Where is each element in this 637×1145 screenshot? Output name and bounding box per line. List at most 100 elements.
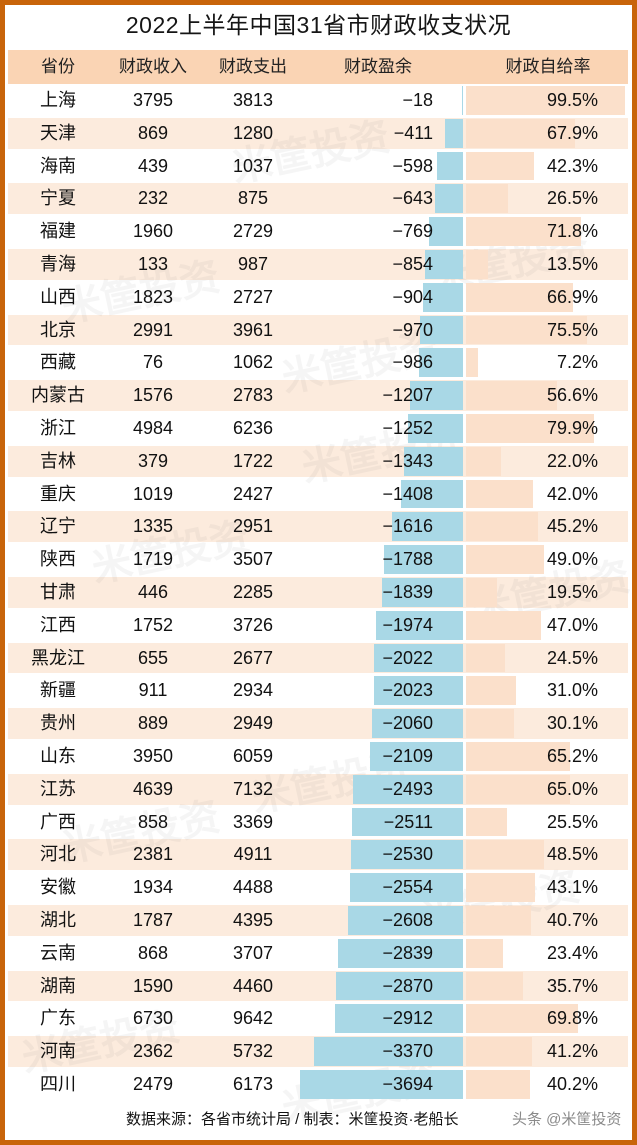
expense-cell: 3507	[232, 549, 274, 570]
table-row: 江苏 4639 7132 −2493 65.0%	[8, 773, 628, 806]
self-sufficiency-bar	[466, 381, 557, 410]
surplus-bar	[373, 676, 463, 706]
table-row: 上海 3795 3813 −18 99.5%	[8, 84, 628, 117]
income-cell: 2479	[132, 1073, 174, 1094]
expense-cell: 5732	[232, 1041, 274, 1062]
table-row: 江西 1752 3726 −1974 47.0%	[8, 609, 628, 642]
table-row: 广东 6730 9642 −2912 69.8%	[8, 1002, 628, 1035]
province-cell: 安徽	[40, 877, 76, 898]
surplus-bar	[373, 643, 463, 673]
province-cell: 四川	[40, 1073, 76, 1094]
row-background	[8, 248, 628, 280]
surplus-cell: −2060	[382, 713, 433, 734]
income-cell: 868	[137, 942, 169, 963]
income-cell: 1960	[132, 221, 174, 242]
self-sufficiency-cell: 67.9%	[546, 122, 598, 143]
surplus-bar	[334, 1004, 463, 1034]
surplus-bar	[347, 905, 463, 935]
self-sufficiency-cell: 71.8%	[546, 221, 598, 242]
surplus-bar	[384, 545, 463, 574]
self-sufficiency-bar	[466, 512, 539, 542]
income-cell: 1787	[132, 909, 174, 930]
surplus-bar	[352, 807, 463, 837]
table-row: 山西 1823 2727 −904 66.9%	[8, 281, 628, 314]
self-sufficiency-cell: 24.5%	[546, 647, 598, 668]
self-sufficiency-bar	[466, 971, 524, 1001]
header-income: 财政收入	[119, 57, 187, 76]
table-row: 安徽 1934 4488 −2554 43.1%	[8, 871, 628, 904]
income-cell: 1335	[132, 516, 174, 537]
self-sufficiency-cell: 23.4%	[546, 942, 598, 963]
surplus-bar	[300, 1069, 463, 1099]
table-row: 吉林 379 1722 −1343 22.0%	[8, 445, 628, 478]
income-cell: 2362	[132, 1041, 174, 1062]
table-row: 内蒙古 1576 2783 −1207 56.6%	[8, 379, 628, 412]
province-cell: 内蒙古	[31, 385, 85, 406]
self-sufficiency-bar	[466, 873, 535, 902]
expense-cell: 9642	[232, 1008, 274, 1029]
income-cell: 133	[137, 253, 169, 274]
surplus-cell: −3694	[382, 1073, 433, 1094]
expense-cell: 3726	[232, 614, 274, 635]
province-cell: 江西	[40, 614, 76, 635]
surplus-cell: −2022	[382, 647, 433, 668]
self-sufficiency-bar	[466, 774, 570, 804]
table-body: 上海 3795 3813 −18 99.5% 天津 869 1280 −411 67.9% 海南 43…	[8, 84, 628, 1101]
table-row: 河南 2362 5732 −3370 41.2%	[8, 1035, 628, 1068]
surplus-bar	[423, 282, 463, 312]
table-row: 湖南 1590 4460 −2870 35.7%	[8, 970, 628, 1003]
income-cell: 655	[137, 647, 169, 668]
self-sufficiency-cell: 35.7%	[546, 975, 598, 996]
self-sufficiency-bar	[466, 348, 478, 378]
province-cell: 河南	[40, 1041, 76, 1062]
expense-cell: 4460	[232, 975, 274, 996]
surplus-bar	[381, 577, 463, 607]
header-surplus: 财政盈余	[344, 57, 412, 76]
province-cell: 青海	[40, 253, 76, 274]
self-sufficiency-cell: 19.5%	[546, 581, 598, 602]
row-background	[8, 642, 628, 674]
self-sufficiency-cell: 40.7%	[546, 909, 598, 930]
income-cell: 3950	[132, 745, 174, 766]
self-sufficiency-bar	[466, 1004, 578, 1034]
self-sufficiency-cell: 13.5%	[546, 253, 598, 274]
province-cell: 广东	[40, 1008, 76, 1029]
self-sufficiency-cell: 47.0%	[546, 614, 598, 635]
table-row: 甘肃 446 2285 −1839 19.5%	[8, 576, 628, 609]
surplus-bar	[407, 413, 463, 443]
expense-cell: 4488	[232, 877, 274, 898]
province-cell: 天津	[40, 122, 76, 143]
expense-cell: 2949	[232, 713, 274, 734]
province-cell: 吉林	[40, 450, 76, 471]
data-table: 省份 财政收入 财政支出 财政盈余 财政自给率 上海 3795 3813 −18 99.…	[8, 50, 628, 1101]
surplus-bar	[314, 1037, 463, 1066]
surplus-cell: −769	[392, 221, 433, 242]
surplus-cell: −970	[392, 319, 433, 340]
income-cell: 889	[137, 713, 169, 734]
header-self-sufficiency: 财政自给率	[505, 57, 591, 76]
self-sufficiency-cell: 42.0%	[546, 483, 598, 504]
table-row: 辽宁 1335 2951 −1616 45.2%	[8, 510, 628, 543]
province-cell: 辽宁	[40, 516, 76, 537]
surplus-bar	[400, 479, 463, 509]
self-sufficiency-cell: 65.2%	[546, 745, 598, 766]
province-cell: 山西	[40, 286, 76, 307]
self-sufficiency-cell: 56.6%	[546, 385, 598, 406]
expense-cell: 4395	[232, 909, 274, 930]
header-expense: 财政支出	[219, 57, 287, 76]
table-row: 贵州 889 2949 −2060 30.1%	[8, 707, 628, 740]
surplus-bar	[444, 118, 463, 148]
surplus-bar	[352, 774, 463, 804]
self-sufficiency-cell: 49.0%	[546, 549, 598, 570]
self-sufficiency-bar	[466, 577, 498, 607]
self-sufficiency-bar	[466, 315, 587, 345]
expense-cell: 987	[237, 253, 269, 274]
income-cell: 439	[137, 155, 169, 176]
surplus-cell: −2912	[382, 1008, 433, 1029]
self-sufficiency-cell: 43.1%	[546, 877, 598, 898]
province-cell: 湖北	[40, 909, 76, 930]
surplus-cell: −2530	[382, 844, 433, 865]
surplus-bar	[372, 709, 463, 738]
surplus-bar	[420, 315, 463, 345]
surplus-bar	[369, 741, 463, 771]
